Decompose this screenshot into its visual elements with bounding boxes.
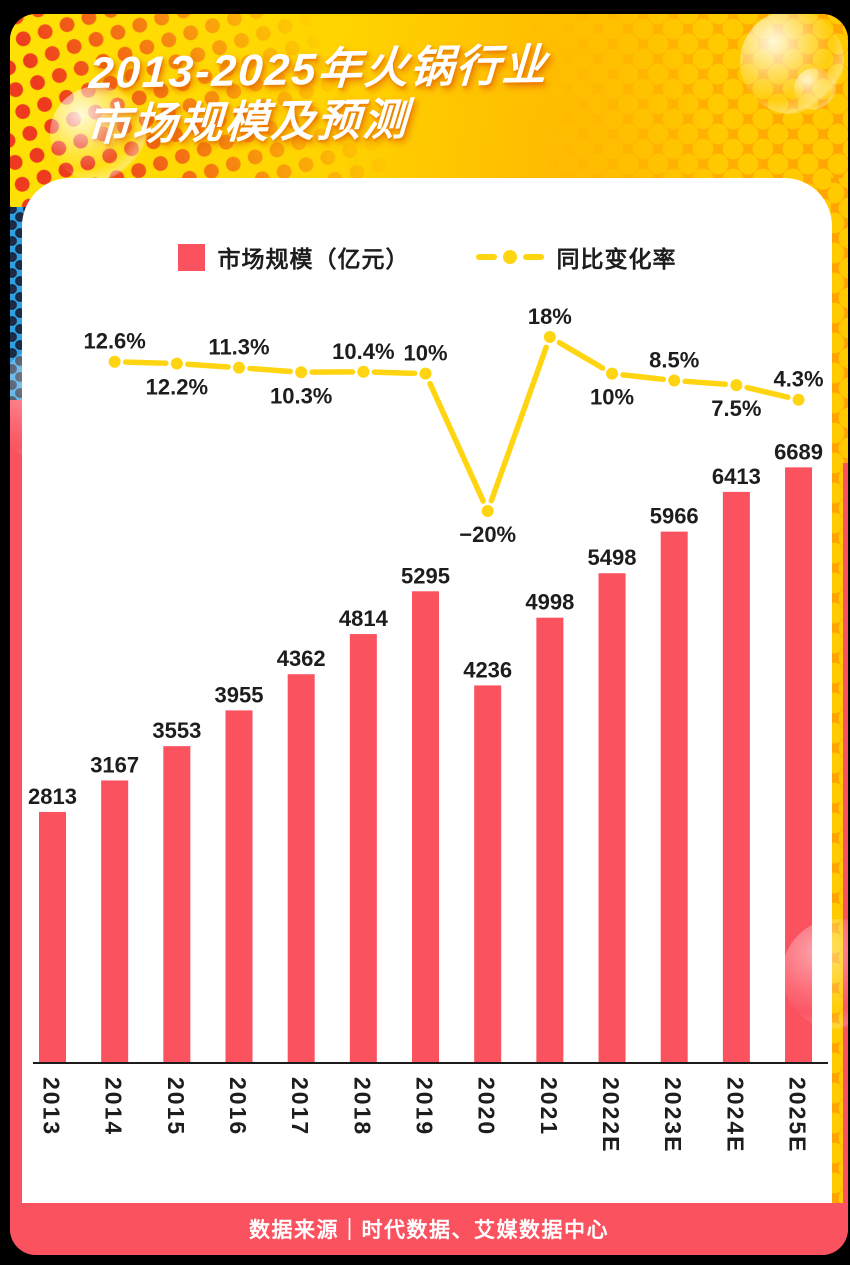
right-edge-strip bbox=[831, 178, 848, 1203]
legend-line-mark bbox=[475, 250, 544, 264]
bar-value-label: 5966 bbox=[650, 504, 699, 529]
bar bbox=[163, 746, 191, 1062]
yoy-line-dot bbox=[419, 367, 432, 380]
x-axis-label: 2014 bbox=[101, 1077, 127, 1136]
legend-line-dash-icon bbox=[475, 254, 497, 260]
bar bbox=[225, 710, 253, 1062]
bar-value-label: 5295 bbox=[401, 563, 450, 588]
x-axis-label: 2022E bbox=[598, 1077, 624, 1154]
bar-value-label: 2813 bbox=[28, 784, 77, 809]
legend-line-dot-icon bbox=[502, 250, 517, 264]
yoy-line-segment bbox=[620, 372, 667, 383]
bar bbox=[722, 491, 750, 1063]
bar bbox=[536, 617, 564, 1062]
bar-value-label: 3955 bbox=[215, 682, 264, 707]
bar bbox=[287, 674, 315, 1062]
yoy-line-segment bbox=[682, 378, 729, 388]
yoy-line-segment bbox=[488, 344, 549, 504]
bar-value-label: 4814 bbox=[339, 606, 389, 631]
yoy-line-dot bbox=[481, 505, 494, 518]
x-axis-label: 2025E bbox=[785, 1077, 811, 1154]
yoy-percent-label: 10% bbox=[590, 385, 634, 410]
yoy-line-segment bbox=[556, 339, 606, 371]
page-title-line2: 市场规模及预测 bbox=[85, 95, 411, 150]
yoy-percent-label: 4.3% bbox=[773, 367, 823, 392]
legend-line-dash-icon bbox=[522, 254, 544, 260]
yoy-percent-label: 10.3% bbox=[270, 383, 332, 408]
bar bbox=[349, 634, 377, 1062]
bar-value-label: 3553 bbox=[152, 718, 201, 743]
bar bbox=[101, 780, 129, 1062]
bar bbox=[598, 573, 626, 1062]
bar-value-label: 4998 bbox=[525, 590, 574, 615]
yoy-percent-label: 11.3% bbox=[208, 335, 269, 360]
bar bbox=[39, 811, 66, 1062]
yoy-line-dot bbox=[295, 366, 308, 379]
bar-value-label: 6689 bbox=[774, 439, 823, 464]
x-axis-label: 2017 bbox=[287, 1077, 313, 1136]
x-axis-label: 2019 bbox=[412, 1077, 438, 1136]
yoy-line-dot bbox=[170, 357, 183, 370]
yoy-line-segment bbox=[122, 359, 169, 366]
yoy-line-dot bbox=[357, 365, 370, 378]
bar bbox=[412, 591, 440, 1062]
legend-bar-label: 市场规模（亿元） bbox=[217, 246, 410, 272]
yoy-percent-label: 12.6% bbox=[83, 329, 145, 354]
bar-value-label: 4236 bbox=[463, 657, 512, 682]
legend-item-market-size: 市场规模（亿元） bbox=[177, 240, 410, 274]
yoy-line-dot bbox=[792, 393, 805, 406]
x-axis-label: 2013 bbox=[39, 1077, 65, 1136]
yoy-line-dot bbox=[233, 361, 246, 374]
yoy-percent-label: 7.5% bbox=[711, 396, 761, 421]
x-axis-label: 2015 bbox=[163, 1077, 189, 1136]
yoy-percent-label: 8.5% bbox=[649, 348, 699, 373]
x-axis-label: 2023E bbox=[660, 1077, 686, 1154]
legend-line-label: 同比变化率 bbox=[556, 246, 677, 272]
yoy-line-segment bbox=[744, 384, 791, 400]
legend-item-yoy-rate: 同比变化率 bbox=[475, 240, 677, 274]
yoy-percent-label: −20% bbox=[459, 522, 516, 547]
yoy-percent-label: 18% bbox=[528, 304, 572, 329]
bar bbox=[785, 467, 813, 1062]
yoy-percent-label: 12.2% bbox=[146, 375, 208, 400]
bar bbox=[660, 531, 688, 1062]
x-axis-label: 2016 bbox=[225, 1077, 251, 1136]
chart-card: 市场规模（亿元） 同比变化率 2813 3167 3553 3955 4362 4814 5… bbox=[22, 178, 832, 1203]
bar-value-label: 3167 bbox=[90, 752, 139, 777]
yoy-line-segment bbox=[371, 369, 418, 377]
yoy-line-dot bbox=[606, 367, 619, 380]
yoy-line-segment bbox=[247, 365, 293, 375]
x-axis-label: 2021 bbox=[536, 1077, 562, 1136]
page-title-line1: 2013-2025年火锅行业 bbox=[87, 41, 550, 99]
yoy-line-segment bbox=[427, 380, 486, 504]
page-title: 2013-2025年火锅行业 市场规模及预测 bbox=[85, 40, 549, 152]
yoy-line-dot bbox=[730, 379, 743, 392]
yoy-percent-label: 10% bbox=[403, 341, 447, 366]
yoy-percent-label: 10.4% bbox=[332, 339, 394, 364]
yoy-line-dot bbox=[668, 374, 681, 387]
legend: 市场规模（亿元） 同比变化率 bbox=[22, 240, 832, 274]
bar bbox=[474, 685, 502, 1062]
x-axis-label: 2020 bbox=[474, 1077, 500, 1136]
poster: 2013-2025年火锅行业 市场规模及预测 市场规模（亿元） 同比变化率 28… bbox=[10, 14, 848, 1255]
legend-bar-swatch bbox=[177, 243, 205, 271]
x-axis-label: 2018 bbox=[349, 1077, 375, 1136]
yoy-line-dot bbox=[543, 331, 556, 343]
chart-area: 2813 3167 3553 3955 4362 4814 5295 4236 4998 5498… bbox=[28, 304, 828, 1154]
x-axis-label: 2024E bbox=[722, 1077, 748, 1154]
footer: 数据来源｜时代数据、艾媒数据中心 bbox=[10, 1203, 848, 1255]
bar-value-label: 6413 bbox=[712, 464, 761, 489]
yoy-line-segment bbox=[185, 361, 231, 370]
yoy-line-dot bbox=[108, 355, 121, 368]
bar-value-label: 5498 bbox=[588, 545, 637, 570]
bar-value-label: 4362 bbox=[277, 646, 326, 671]
data-source-text: 数据来源｜时代数据、艾媒数据中心 bbox=[249, 1219, 609, 1242]
